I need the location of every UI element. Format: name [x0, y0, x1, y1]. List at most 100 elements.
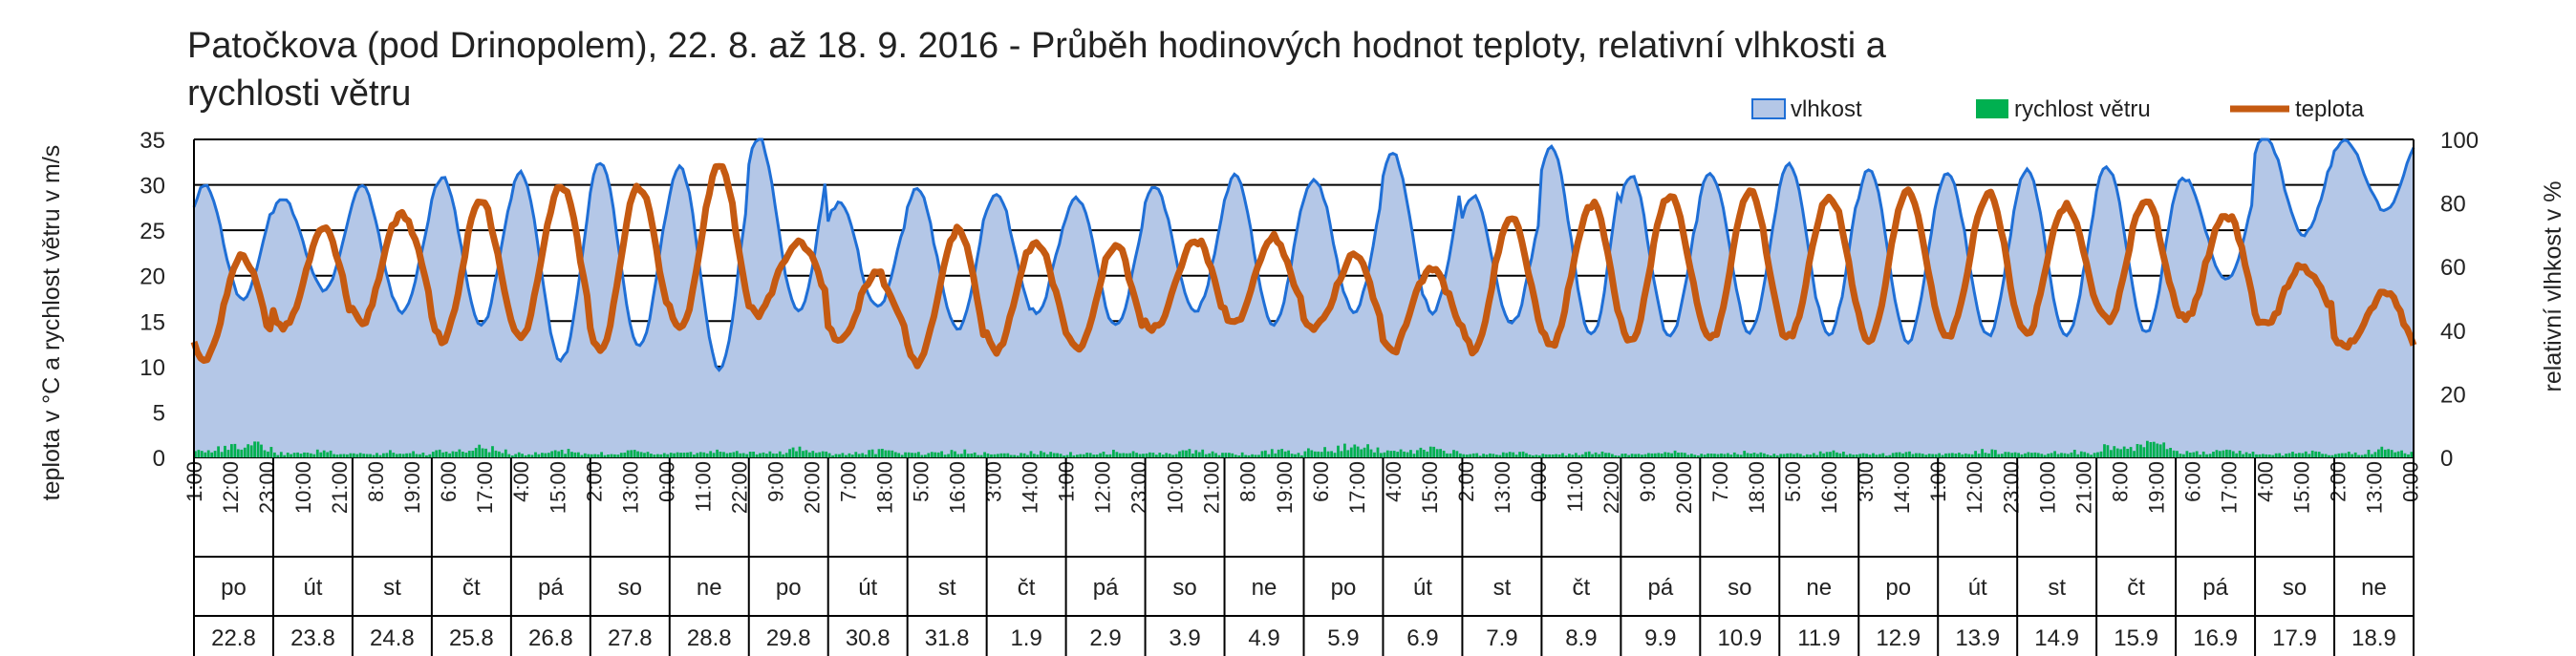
wind-bar	[2056, 454, 2060, 457]
hour-label: 6:00	[1309, 461, 1333, 502]
wind-bar	[290, 454, 292, 457]
hour-label: 23:00	[255, 461, 279, 514]
wind-bar	[1409, 450, 1412, 457]
wind-bar	[1108, 454, 1112, 457]
wind-bar	[1766, 455, 1770, 457]
wind-bar	[467, 451, 471, 457]
wind-bar	[1323, 447, 1326, 457]
wind-bar	[1360, 449, 1363, 457]
wind-bar	[907, 452, 911, 457]
wind-bar	[1283, 451, 1287, 457]
wind-bar	[1832, 450, 1835, 457]
wind-bar	[1548, 454, 1552, 457]
hour-label: 10:00	[291, 461, 315, 514]
hour-label: 17:00	[1345, 461, 1369, 514]
wind-bar	[870, 449, 874, 457]
wind-bar	[818, 452, 822, 457]
day-weekday-label: pá	[1093, 575, 1119, 601]
wind-bar	[709, 451, 713, 457]
wind-bar	[934, 452, 937, 457]
wind-bar	[1607, 453, 1611, 457]
day-weekday-label: ne	[697, 575, 722, 601]
wind-bar	[1931, 454, 1935, 457]
wind-bar	[2090, 455, 2093, 457]
day-date-label: 17.9	[2272, 625, 2317, 651]
wind-bar	[633, 450, 636, 457]
wind-bar	[2188, 453, 2192, 457]
wind-bar	[811, 451, 815, 457]
wind-bar	[1211, 451, 1214, 457]
wind-bar	[224, 445, 226, 457]
wind-bar	[534, 452, 537, 457]
wind-bar	[1188, 449, 1191, 457]
wind-bar	[1967, 454, 1971, 457]
wind-bar	[498, 451, 501, 457]
wind-bar	[1578, 455, 1581, 457]
wind-bar	[1290, 454, 1294, 457]
wind-bar	[2248, 454, 2251, 457]
wind-bar	[1541, 454, 1545, 457]
left-tick-label: 5	[153, 400, 165, 426]
wind-bar	[930, 452, 934, 457]
wind-bar	[2133, 451, 2136, 457]
wind-bar	[741, 453, 745, 457]
wind-bar	[2115, 448, 2119, 457]
wind-bar	[312, 454, 316, 457]
wind-bar	[1842, 452, 1845, 457]
wind-bar	[689, 452, 693, 457]
hour-label: 21:00	[2072, 461, 2095, 514]
day-date-label: 4.9	[1248, 625, 1279, 651]
wind-bar	[1591, 454, 1594, 457]
wind-bar	[739, 453, 742, 457]
right-tick-label: 40	[2440, 319, 2466, 345]
day-weekday-label: čt	[1573, 575, 1591, 601]
hour-label: 8:00	[2108, 461, 2132, 502]
day-weekday-label: so	[618, 575, 642, 601]
wind-bar	[897, 453, 901, 457]
wind-bar	[848, 453, 851, 457]
wind-bar	[1617, 455, 1621, 457]
wind-bar	[269, 447, 273, 457]
wind-bar	[1045, 454, 1049, 457]
wind-bar	[2407, 454, 2410, 457]
wind-bar	[474, 448, 478, 457]
day-weekday-label: st	[1493, 575, 1512, 601]
wind-bar	[2136, 444, 2139, 457]
wind-bar	[1231, 453, 1234, 457]
wind-bar	[567, 449, 570, 457]
wind-bar	[342, 454, 346, 457]
wind-bar	[306, 453, 310, 457]
wind-bar	[570, 452, 573, 457]
wind-bar	[1049, 452, 1053, 457]
day-weekday-label: ne	[1252, 575, 1277, 601]
wind-bar	[1158, 453, 1162, 457]
wind-bar	[1528, 455, 1532, 457]
wind-bar	[1478, 455, 1482, 457]
wind-bar	[778, 451, 782, 457]
wind-bar	[1908, 451, 1911, 457]
wind-bar	[1921, 454, 1924, 457]
wind-bar	[1684, 453, 1686, 457]
wind-bar	[2000, 454, 2004, 457]
wind-bar	[1471, 453, 1475, 457]
wind-bar	[580, 455, 584, 457]
wind-bar	[1709, 454, 1713, 457]
wind-bar	[1455, 451, 1459, 457]
wind-bar	[1627, 455, 1631, 457]
wind-bar	[1112, 450, 1115, 457]
wind-bar	[1611, 454, 1614, 457]
wind-bar	[372, 455, 376, 457]
wind-bar	[315, 449, 319, 457]
wind-bar	[2242, 454, 2244, 457]
wind-bar	[808, 452, 811, 457]
wind-bar	[639, 452, 643, 457]
wind-bar	[1063, 455, 1065, 457]
wind-bar	[1369, 449, 1373, 457]
wind-bar	[1118, 453, 1122, 457]
wind-bar	[1349, 447, 1353, 457]
wind-bar	[1072, 455, 1076, 457]
wind-bar	[471, 451, 475, 457]
wind-bar	[950, 450, 954, 457]
day-weekday-label: út	[858, 575, 877, 601]
wind-bar	[2139, 444, 2142, 457]
